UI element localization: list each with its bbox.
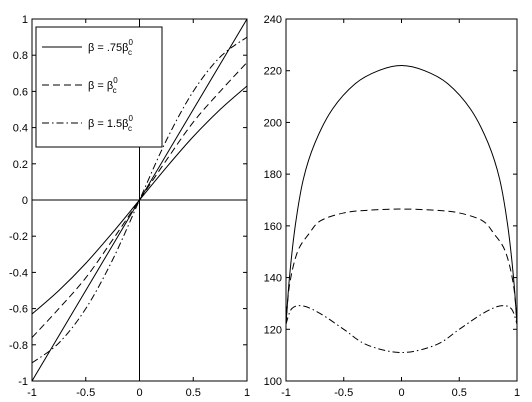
left-y-tick-label: -0.8 [9, 340, 28, 352]
left-y-tick-label: 0.8 [13, 50, 28, 62]
right-x-tick-label: -0.5 [334, 387, 353, 399]
left-x-tick-label: 1 [244, 387, 250, 399]
left-x-tick-label: 0.5 [186, 387, 201, 399]
right-x-tick-label: 0 [398, 387, 404, 399]
left-series-dashed [32, 62, 247, 338]
legend-label: β = β0 c [88, 76, 118, 95]
right-series-dashed [286, 208, 517, 325]
right-axes-box [285, 18, 518, 382]
right-x-tick-label: -1 [281, 387, 291, 399]
right-y-tick-label: 120 [264, 324, 282, 336]
left-y-tick-label: 0.4 [13, 123, 28, 135]
left-x-tick-label: -0.5 [76, 387, 95, 399]
right-x-tick-label: 0.5 [452, 387, 467, 399]
left-y-tick-label: 0.2 [13, 159, 28, 171]
right-series-solid [286, 65, 517, 325]
legend-label: β = 1.5β0 c [88, 114, 133, 133]
legend: β = .75β0 c β = β0 c β = 1.5β0 c [35, 26, 163, 148]
left-y-tick-label: 0.6 [13, 86, 28, 98]
right-chart: -1 -0.5 0 0.5 1 100 120 140 160 180 200 220 240 [264, 14, 520, 399]
left-y-tick-label: 0 [22, 195, 28, 207]
left-chart: -1 -0.5 0 0.5 1 -1 -0.8 -0.6 -0.4 -0.2 0 0.2 0.4 0.6 0… [9, 14, 250, 399]
left-y-tick-label: -0.6 [9, 304, 28, 316]
left-x-tick-label: -1 [27, 387, 37, 399]
right-y-tick-label: 240 [264, 14, 282, 26]
right-y-tick-label: 180 [264, 169, 282, 181]
left-y-tick-label: -1 [18, 376, 28, 388]
right-y-tick-label: 200 [264, 117, 282, 129]
right-x-tick-label: 1 [514, 387, 520, 399]
right-y-tick-label: 100 [264, 376, 282, 388]
left-y-tick-label: -0.2 [9, 231, 28, 243]
left-series-dashdot [32, 36, 247, 364]
right-y-tick-label: 160 [264, 221, 282, 233]
left-y-tick-label: -0.4 [9, 267, 28, 279]
right-series-dashdot [286, 305, 517, 354]
left-y-tick-label: 1 [22, 14, 28, 26]
left-x-tick-label: 0 [136, 387, 142, 399]
right-y-tick-label: 140 [264, 273, 282, 285]
legend-label: β = .75β0 c [88, 38, 133, 57]
right-y-tick-label: 220 [264, 66, 282, 78]
